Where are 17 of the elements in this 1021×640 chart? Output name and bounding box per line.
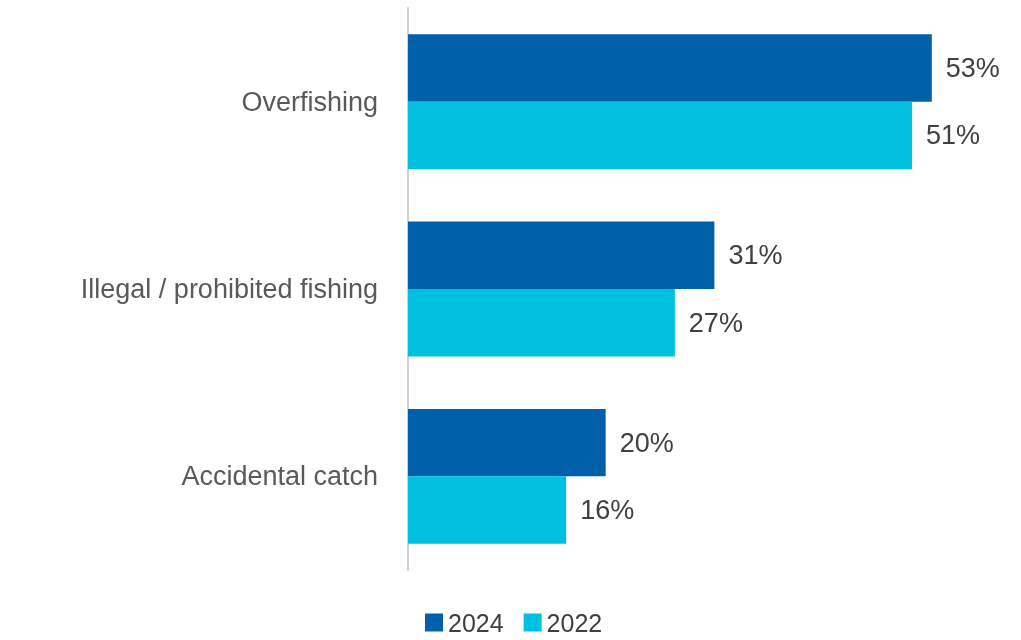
- data-label: 27%: [688, 307, 743, 338]
- bar: [408, 101, 913, 170]
- bar: [408, 221, 715, 289]
- y-tick-label: Overfishing: [241, 86, 378, 117]
- bar: [408, 289, 675, 357]
- data-label: 31%: [728, 240, 783, 271]
- bar: [408, 34, 932, 102]
- bar: [408, 476, 567, 544]
- legend-label: 2022: [546, 608, 603, 637]
- data-label: 16%: [580, 495, 635, 526]
- y-tick-label: Illegal / prohibited fishing: [80, 274, 378, 304]
- bar: [408, 408, 606, 477]
- data-label: 20%: [619, 427, 674, 458]
- y-tick-label: Accidental catch: [181, 461, 378, 492]
- legend-label: 2024: [448, 608, 504, 637]
- data-label: 53%: [945, 52, 1000, 83]
- data-label: 51%: [926, 120, 981, 151]
